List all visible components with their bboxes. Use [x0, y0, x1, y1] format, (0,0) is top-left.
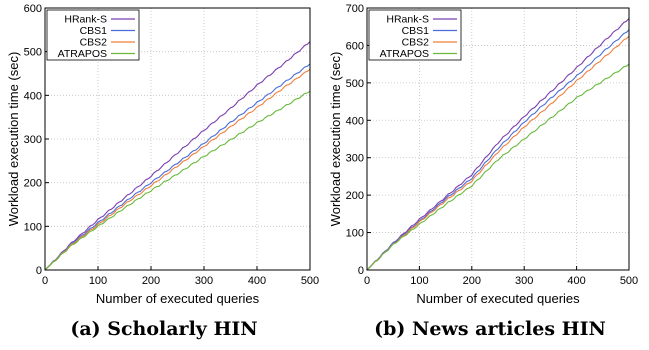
x-tick-label-300: 300 — [195, 275, 213, 287]
legend-label-atrapos: ATRAPOS — [380, 48, 429, 60]
y-tick-label-500: 500 — [346, 78, 364, 90]
y-tick-label-600: 600 — [24, 3, 42, 15]
legend-label-atrapos: ATRAPOS — [58, 48, 107, 60]
legend-label-hrank-s: HRank-S — [386, 14, 429, 26]
y-tick-label-200: 200 — [346, 190, 364, 202]
x-axis-label: Number of executed queries — [96, 291, 260, 306]
y-axis-label: Workload execution time (sec) — [6, 52, 21, 227]
legend-label-cbs2: CBS2 — [402, 37, 430, 49]
y-tick-label-0: 0 — [358, 265, 364, 277]
caption-news-articles-hin: (b) News articles HIN — [330, 318, 649, 340]
y-tick-label-500: 500 — [24, 47, 42, 59]
caption-scholarly-hin: (a) Scholarly HIN — [4, 318, 324, 340]
x-tick-label-200: 200 — [142, 275, 160, 287]
x-tick-label-0: 0 — [42, 275, 48, 287]
x-tick-label-0: 0 — [364, 275, 370, 287]
chart-scholarly-hin: 0 100 200 300 400 500 0 100 200 300 400 500 600 Numbe… — [6, 3, 319, 306]
series-line-atrapos — [367, 64, 629, 270]
y-tick-label-300: 300 — [24, 134, 42, 146]
x-tick-label-400: 400 — [567, 275, 585, 287]
legend-label-hrank-s: HRank-S — [64, 14, 107, 26]
y-tick-label-600: 600 — [346, 40, 364, 52]
y-tick-label-0: 0 — [36, 265, 42, 277]
legend-label-cbs2: CBS2 — [80, 37, 108, 49]
y-tick-label-400: 400 — [346, 115, 364, 127]
y-tick-label-100: 100 — [346, 228, 364, 240]
y-tick-label-100: 100 — [24, 221, 42, 233]
x-axis-label: Number of executed queries — [416, 291, 580, 306]
y-tick-label-400: 400 — [24, 90, 42, 102]
y-tick-label-700: 700 — [346, 3, 364, 15]
chart-news-articles-hin: 0 100 200 300 400 500 0 100 200 300 400 500 600 700 Nu… — [328, 3, 638, 306]
series-line-cbs2 — [45, 69, 310, 270]
x-tick-label-400: 400 — [248, 275, 266, 287]
legend-label-cbs1: CBS1 — [402, 25, 430, 37]
y-tick-label-200: 200 — [24, 178, 42, 190]
legend-label-cbs1: CBS1 — [80, 25, 108, 37]
y-tick-label-300: 300 — [346, 153, 364, 165]
x-tick-label-500: 500 — [301, 275, 319, 287]
x-tick-label-200: 200 — [463, 275, 481, 287]
series-line-atrapos — [45, 91, 310, 270]
x-tick-label-100: 100 — [410, 275, 428, 287]
x-tick-label-300: 300 — [515, 275, 533, 287]
x-tick-label-100: 100 — [89, 275, 107, 287]
y-axis-label: Workload execution time (sec) — [328, 52, 343, 227]
x-tick-label-500: 500 — [620, 275, 638, 287]
